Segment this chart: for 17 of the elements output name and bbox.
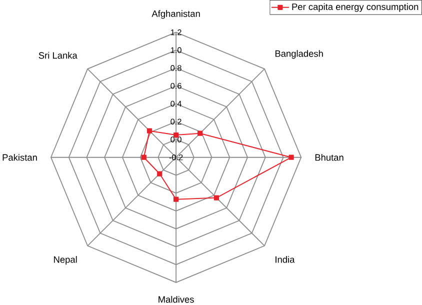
spoke-label: Bhutan: [315, 154, 344, 161]
y-tick-label: 1.2: [170, 30, 182, 36]
spoke-label: Afghanistan: [152, 10, 200, 19]
y-tick-label: 0.0: [170, 136, 182, 142]
y-tick-label: 1.0: [170, 47, 182, 54]
spoke-label: Nepal: [54, 256, 77, 265]
spoke-label: Pakistan: [2, 154, 37, 161]
spoke-label: Sri Lanka: [38, 52, 78, 59]
y-tick-label: -0.2: [169, 154, 183, 160]
y-tick-label: 0.4: [170, 100, 182, 107]
spoke-label: India: [276, 256, 295, 263]
spoke-label: Bangladesh: [275, 50, 323, 59]
y-tick-label: 0.8: [170, 65, 182, 72]
y-tick-label: 0.6: [170, 83, 182, 89]
legend-label: Per capita energy consumption: [292, 3, 418, 12]
y-tick-label: 0.2: [170, 118, 182, 125]
spoke-label: Maldives: [158, 296, 194, 303]
